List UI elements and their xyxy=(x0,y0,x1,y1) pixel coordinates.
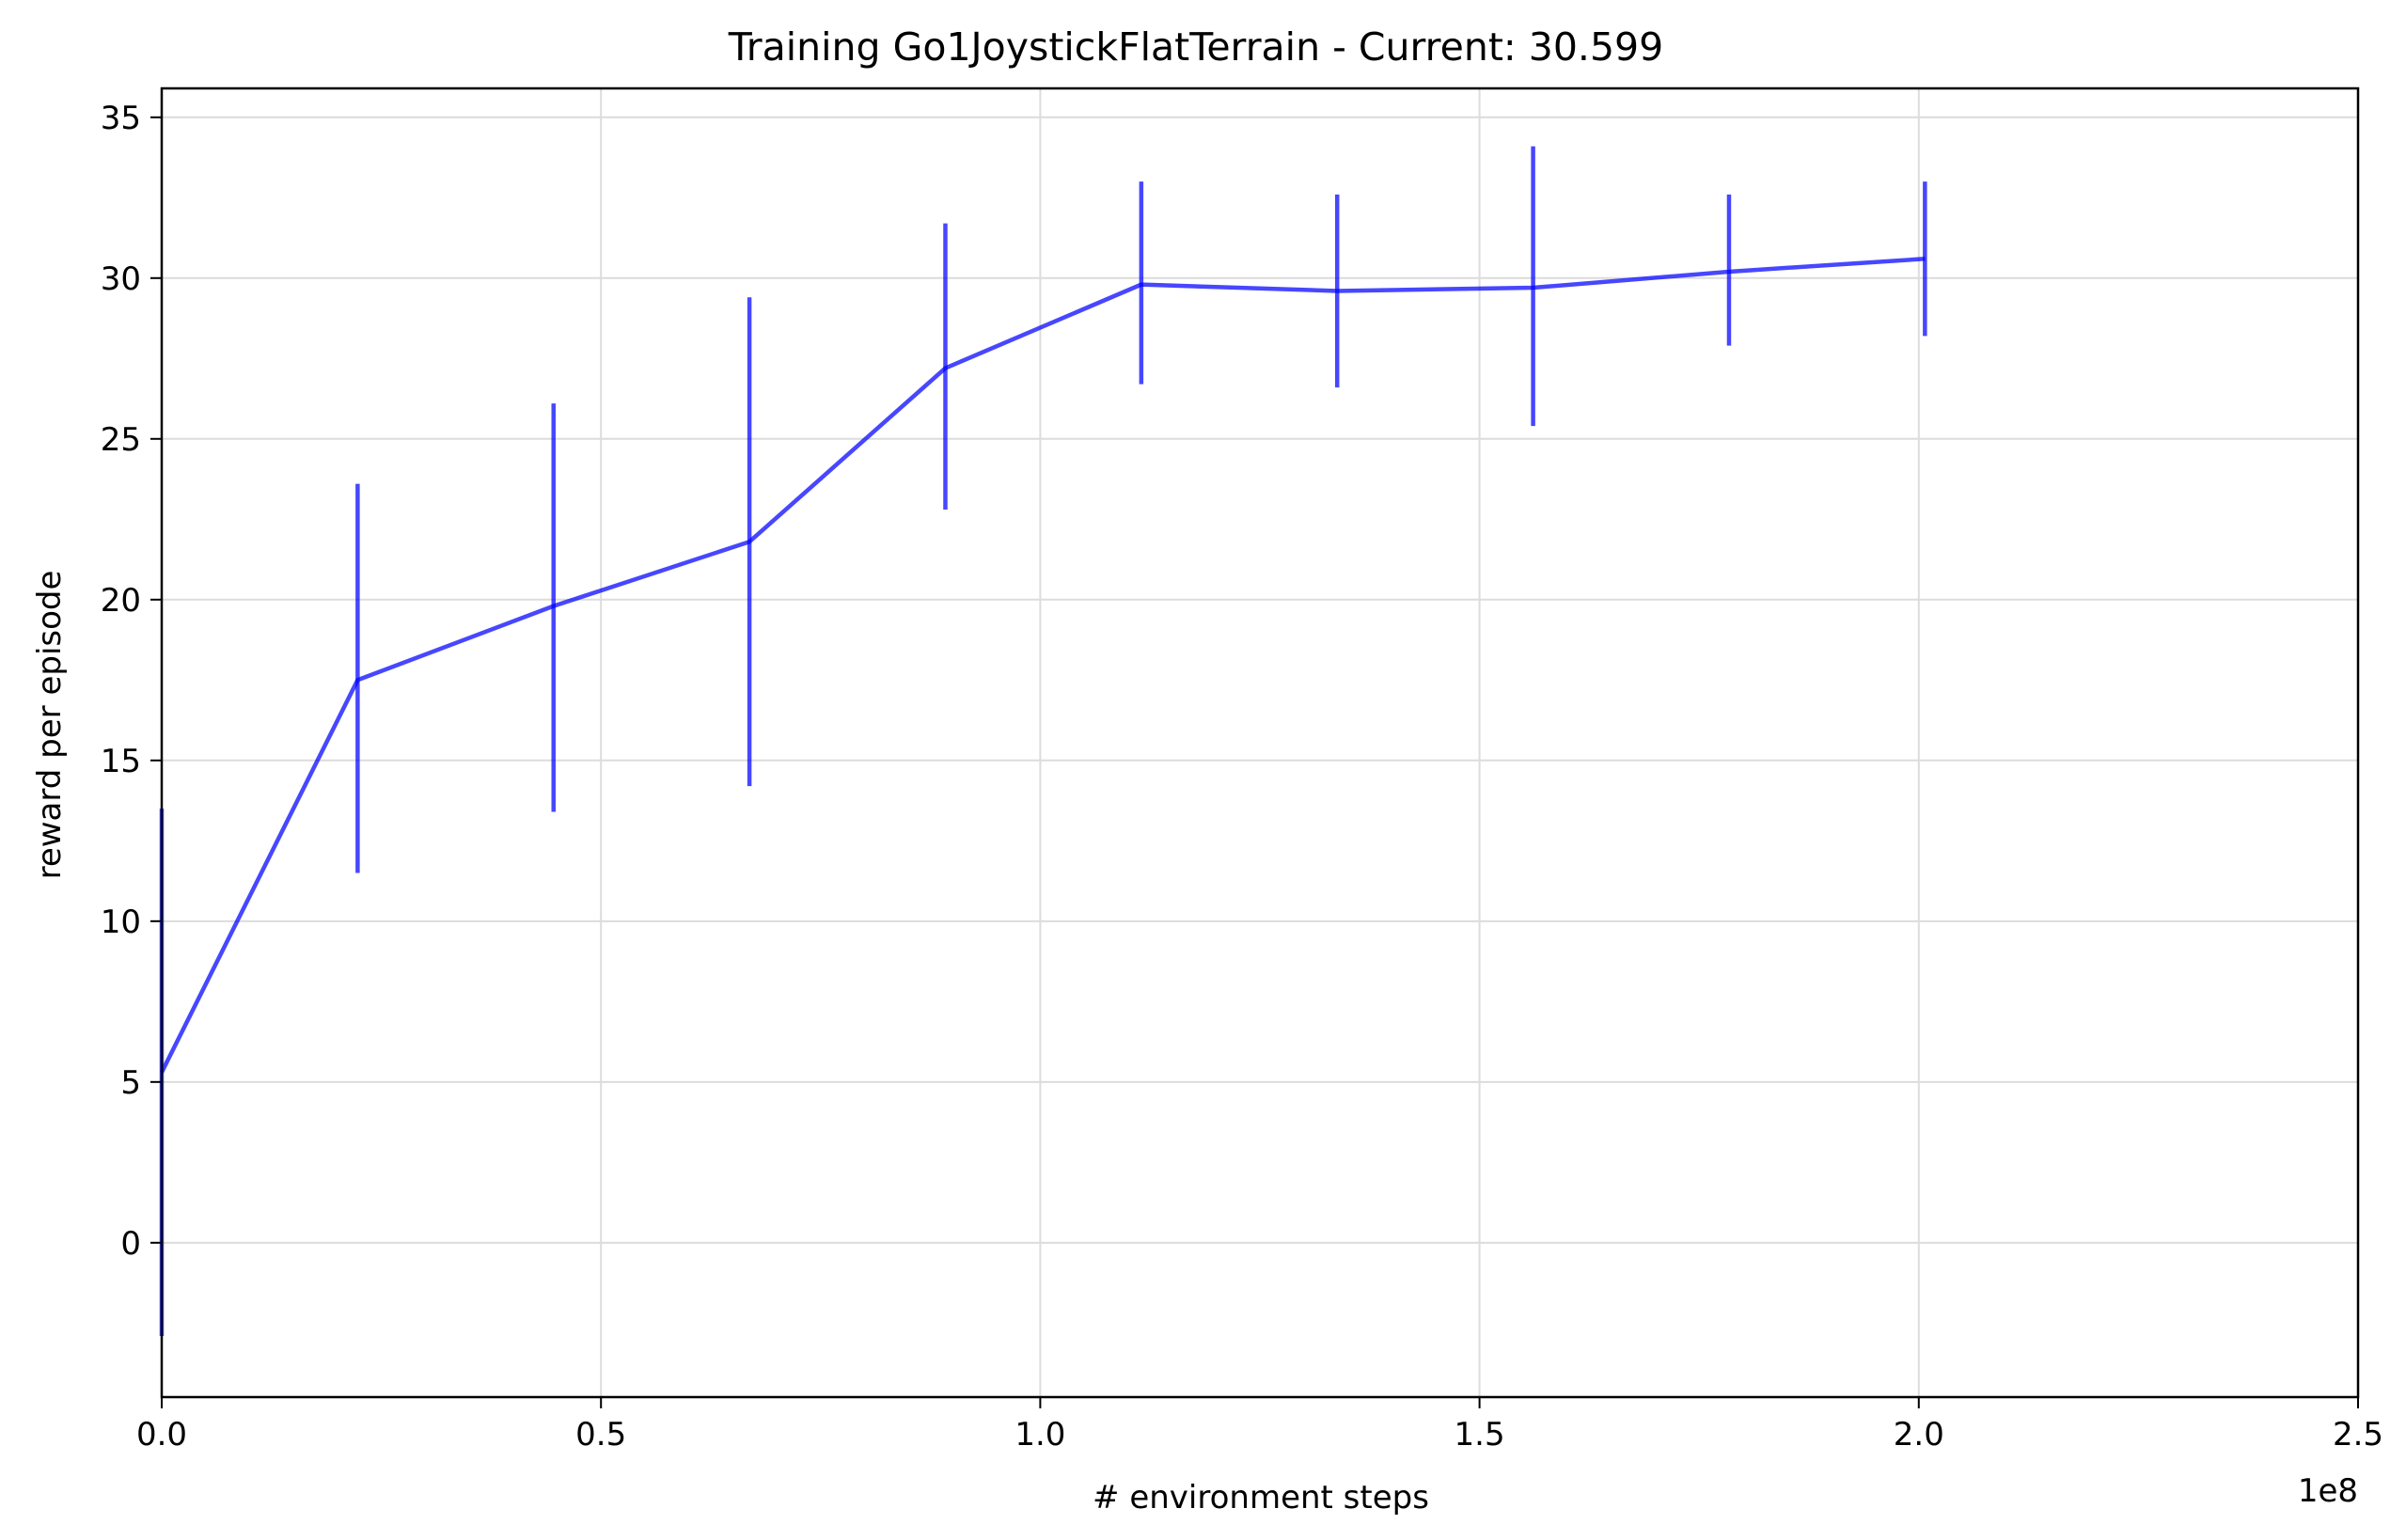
y-tick-label: 35 xyxy=(101,100,141,137)
x-tick-label: 0.5 xyxy=(575,1416,626,1454)
x-tick-label: 1.5 xyxy=(1455,1416,1505,1454)
x-axis-offset-label: 1e8 xyxy=(2298,1472,2358,1510)
x-axis-label: # environment steps xyxy=(1093,1479,1429,1516)
y-tick-label: 30 xyxy=(101,260,141,298)
x-tick-label: 2.5 xyxy=(2333,1416,2383,1454)
x-tick-label: 0.0 xyxy=(136,1416,187,1454)
y-tick-label: 10 xyxy=(101,904,141,941)
y-tick-label: 0 xyxy=(120,1225,141,1263)
plot-frame xyxy=(160,86,2360,1399)
x-tick-label: 2.0 xyxy=(1894,1416,1944,1454)
y-tick-label: 15 xyxy=(101,743,141,780)
y-axis-label: reward per episode xyxy=(31,571,69,880)
y-tick-label: 25 xyxy=(101,421,141,459)
x-tick-label: 1.0 xyxy=(1014,1416,1065,1454)
ticks: 0.0 0.5 1.0 1.5 2.0 2.5 0 5 10 15 20 25 30 35 xyxy=(101,100,2383,1454)
y-tick-label: 20 xyxy=(101,582,141,620)
series-line xyxy=(159,257,1926,1074)
chart-title: Training Go1JoystickFlatTerrain - Curren… xyxy=(728,24,1663,70)
y-tick-label: 5 xyxy=(120,1064,141,1102)
